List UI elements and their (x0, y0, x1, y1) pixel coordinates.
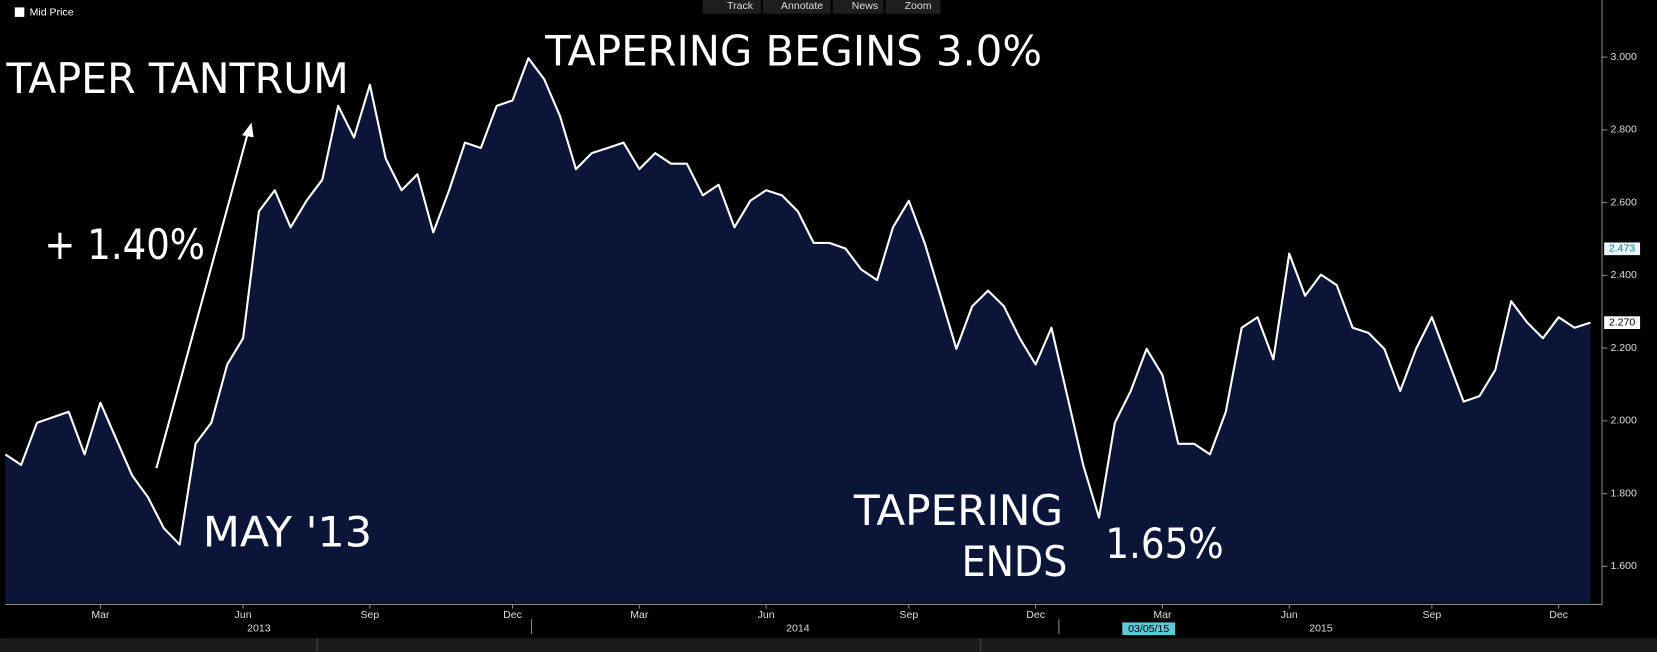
toolbar-button[interactable] (832, 0, 884, 14)
x-tick-label: Jun (235, 609, 252, 621)
year-label: 2015 (1309, 623, 1333, 635)
toolbar-button[interactable] (702, 0, 761, 14)
x-tick-label: Sep (1423, 609, 1442, 621)
plot-area (4, 57, 1591, 603)
x-tick-label: Mar (630, 609, 649, 621)
x-tick-label: Mar (91, 609, 110, 621)
x-tick-label: Dec (1549, 609, 1568, 621)
toolbar: Track Annotate News Zoom (702, 0, 941, 14)
value-label: 2.473 (1609, 243, 1636, 255)
cursor-date: 03/05/15 (1128, 623, 1169, 635)
toolbar-label[interactable]: Track (727, 0, 754, 12)
arrow (155, 130, 250, 469)
value-label: 2.270 (1609, 316, 1636, 328)
toolbar-button[interactable] (885, 0, 941, 14)
y-tick-label: 2.600 (1610, 196, 1637, 208)
value-box (1604, 242, 1641, 256)
y-tick-label: 1.600 (1610, 560, 1637, 572)
status-bar (0, 638, 1657, 652)
y-tick-label: 2.400 (1610, 269, 1637, 281)
x-tick-label: Jun (758, 609, 775, 621)
line (4, 57, 1591, 546)
cursor-date-box (1122, 622, 1176, 636)
value-box (1604, 316, 1641, 329)
x-tick-label: Dec (1026, 609, 1045, 621)
y-tick-label: 2.000 (1610, 415, 1637, 427)
year-label: 2013 (247, 623, 271, 635)
arrow-head (242, 122, 254, 138)
legend-label: Mid Price (30, 6, 74, 18)
x-tick-label: Sep (360, 609, 379, 621)
annotation: TAPERING (853, 486, 1063, 535)
y-tick-label: 2.800 (1610, 124, 1637, 136)
annotation: TAPER TANTRUM (5, 54, 348, 103)
annotation: + 1.40% (44, 220, 205, 269)
year-label: 2014 (786, 623, 810, 635)
x-tick-label: Dec (503, 609, 522, 621)
annotation: ENDS (962, 537, 1068, 586)
x-tick-label: Mar (1153, 609, 1172, 621)
y-tick-label: 2.200 (1610, 342, 1637, 354)
annotation: MAY '13 (203, 507, 372, 556)
y-tick-label: 3.000 (1610, 51, 1637, 63)
toolbar-button[interactable] (762, 0, 831, 14)
x-tick-label: Sep (899, 609, 918, 621)
legend-swatch (14, 7, 25, 17)
y-tick-label: 1.800 (1610, 487, 1637, 499)
annotation: 1.65% (1105, 519, 1223, 568)
toolbar-label[interactable]: Zoom (905, 0, 932, 12)
x-tick-label: Jun (1281, 609, 1298, 621)
toolbar-label[interactable]: News (852, 0, 878, 12)
area (5, 58, 1591, 603)
annotation: TAPERING BEGINS 3.0% (544, 27, 1042, 76)
toolbar-label[interactable]: Annotate (781, 0, 823, 12)
